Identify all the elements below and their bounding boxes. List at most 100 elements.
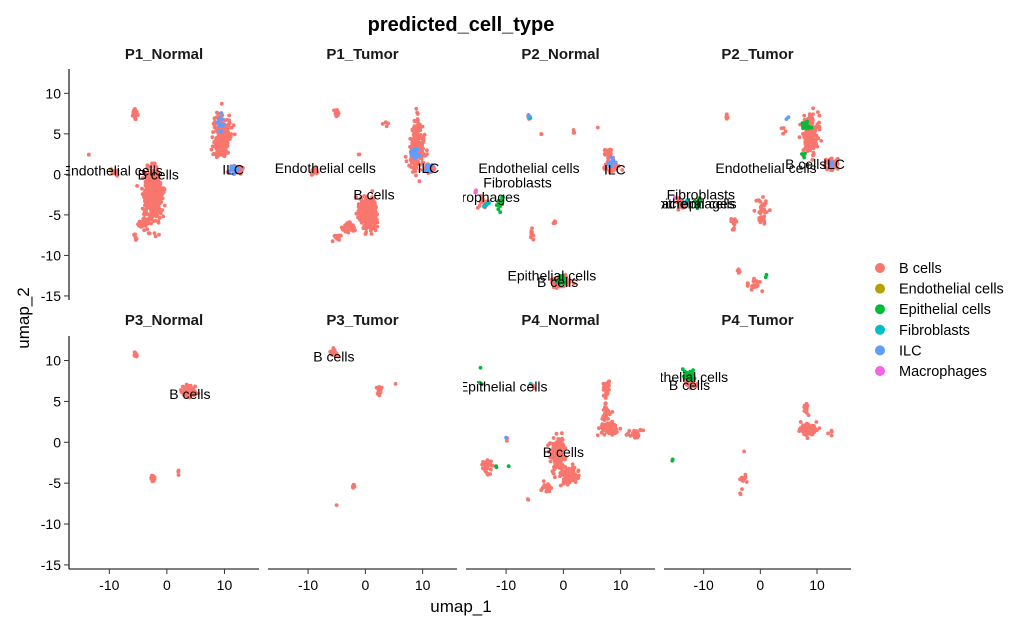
cell-point — [800, 152, 805, 157]
cell-point — [606, 152, 611, 157]
cell-point — [506, 464, 511, 469]
cell-point — [157, 193, 162, 198]
cell-point — [160, 196, 165, 201]
cell-point — [361, 213, 366, 218]
cell-point — [359, 220, 364, 225]
cell-point — [741, 478, 745, 483]
cell-point — [220, 117, 225, 122]
cell-point — [743, 475, 748, 480]
y-tick-label: 0 — [53, 434, 61, 450]
cell-point — [560, 442, 565, 446]
cell-point — [408, 136, 413, 141]
cell-point — [811, 138, 816, 142]
cell-point — [756, 198, 761, 203]
x-tick-label: 0 — [756, 577, 764, 593]
cell-point — [531, 233, 536, 238]
cell-point — [695, 382, 700, 386]
cell-point — [372, 208, 376, 213]
cell-point — [822, 163, 827, 168]
legend: B cells Endothelial cells Epithelial cells… — [875, 261, 1004, 380]
cell-point — [370, 204, 374, 209]
cell-point — [764, 272, 769, 277]
cell-point — [607, 383, 611, 388]
cell-point — [415, 124, 420, 128]
cell-point — [733, 218, 738, 223]
cell-point — [762, 220, 767, 225]
cell-point — [812, 141, 817, 146]
cluster-label: Epithelial cells — [648, 196, 737, 212]
cell-point — [140, 206, 145, 211]
cell-point — [526, 497, 530, 501]
cell-point — [144, 182, 148, 186]
cell-point — [231, 123, 236, 128]
y-axis-title: umap_2 — [14, 287, 33, 348]
cell-point — [216, 153, 221, 158]
cell-point — [157, 180, 161, 185]
cell-point — [143, 221, 147, 226]
cell-point — [539, 132, 544, 137]
cell-point — [143, 170, 148, 175]
y-tick-label: 5 — [53, 126, 61, 142]
cell-point — [768, 208, 772, 213]
cell-point — [736, 271, 741, 275]
cell-point — [143, 203, 147, 208]
cell-point — [570, 462, 575, 467]
cell-point — [222, 136, 227, 141]
cell-point — [149, 164, 153, 169]
cell-point — [485, 472, 490, 477]
cell-point — [802, 432, 806, 437]
cell-point — [329, 352, 333, 357]
x-tick-label: 10 — [415, 577, 431, 593]
cell-point — [501, 195, 505, 200]
cell-point — [109, 167, 113, 172]
cell-point — [546, 449, 551, 454]
cell-point — [313, 166, 318, 171]
cell-point — [412, 140, 416, 145]
legend-key — [875, 283, 885, 294]
cell-point — [614, 163, 619, 168]
cell-point — [618, 426, 623, 431]
cell-point — [214, 138, 218, 143]
cell-point — [603, 396, 608, 400]
cell-point — [310, 168, 315, 173]
strip-label: P4_Normal — [521, 312, 599, 329]
cell-point — [783, 129, 788, 134]
cluster-label: ILC — [418, 160, 440, 176]
cell-point — [154, 201, 159, 206]
cell-point — [356, 202, 361, 207]
cell-point — [603, 415, 608, 420]
cell-point — [145, 175, 150, 180]
legend-key — [875, 366, 885, 376]
cell-point — [115, 171, 120, 176]
y-tick-label: -5 — [49, 475, 62, 491]
cell-point — [227, 118, 232, 123]
cell-point — [801, 126, 805, 131]
cell-point — [145, 188, 150, 193]
cell-point — [809, 432, 813, 436]
cell-point — [373, 214, 378, 219]
cell-point — [144, 210, 149, 215]
cell-point — [414, 158, 419, 163]
cell-point — [223, 131, 228, 136]
cell-point — [365, 215, 370, 220]
cell-point — [432, 167, 437, 171]
cell-point — [530, 230, 534, 235]
cell-point — [681, 374, 686, 379]
cell-point — [824, 157, 828, 162]
cluster-label: Macrophages — [650, 196, 735, 212]
cell-point — [393, 382, 398, 386]
cell-point — [161, 214, 166, 219]
legend-key — [875, 304, 885, 315]
cell-point — [147, 216, 152, 221]
cell-point — [483, 468, 487, 473]
cell-point — [738, 477, 742, 482]
cell-point — [415, 117, 420, 121]
cell-point — [613, 423, 618, 428]
cell-point — [489, 467, 493, 472]
cell-point — [481, 197, 485, 201]
cell-point — [595, 433, 600, 438]
cell-point — [555, 445, 560, 449]
cell-point — [378, 389, 382, 394]
